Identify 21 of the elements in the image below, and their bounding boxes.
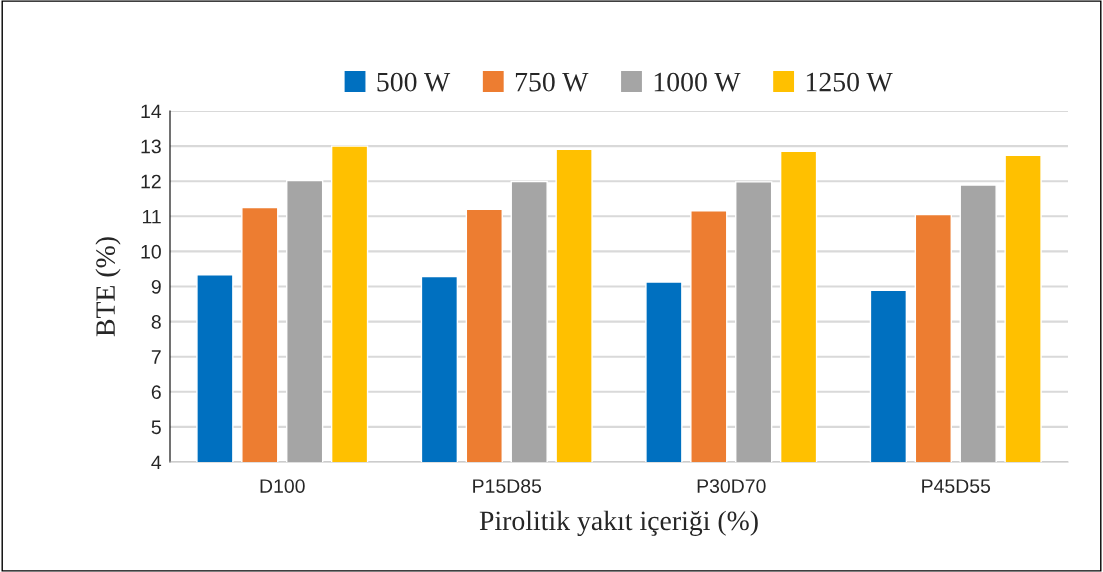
y-tick-label: 5	[151, 420, 161, 435]
y-tick-label: 6	[151, 385, 161, 400]
y-tick-label: 10	[141, 244, 161, 259]
y-tick-label: 8	[151, 315, 161, 329]
y-axis-title: BTE (%)	[95, 237, 121, 337]
legend-label: 750 W	[515, 72, 589, 92]
legend-label: 500 W	[377, 72, 451, 92]
legend-label: 1000 W	[654, 72, 741, 92]
x-tick-label: D100	[260, 479, 305, 493]
legend-label: 1250 W	[806, 72, 893, 92]
x-tick-label: P45D55	[922, 479, 991, 493]
y-tick-label: 11	[142, 209, 161, 224]
x-axis-title: Pirolitik yakıt içeriği (%)	[479, 510, 758, 536]
y-tick-label: 13	[141, 139, 161, 154]
y-tick-label: 14	[141, 104, 162, 119]
x-tick-label: P30D70	[697, 479, 766, 493]
x-tick-label: P15D85	[473, 479, 542, 493]
y-tick-label: 12	[141, 174, 161, 189]
y-tick-label: 4	[151, 455, 162, 470]
y-tick-label: 7	[151, 350, 161, 364]
y-tick-label: 9	[151, 279, 161, 294]
